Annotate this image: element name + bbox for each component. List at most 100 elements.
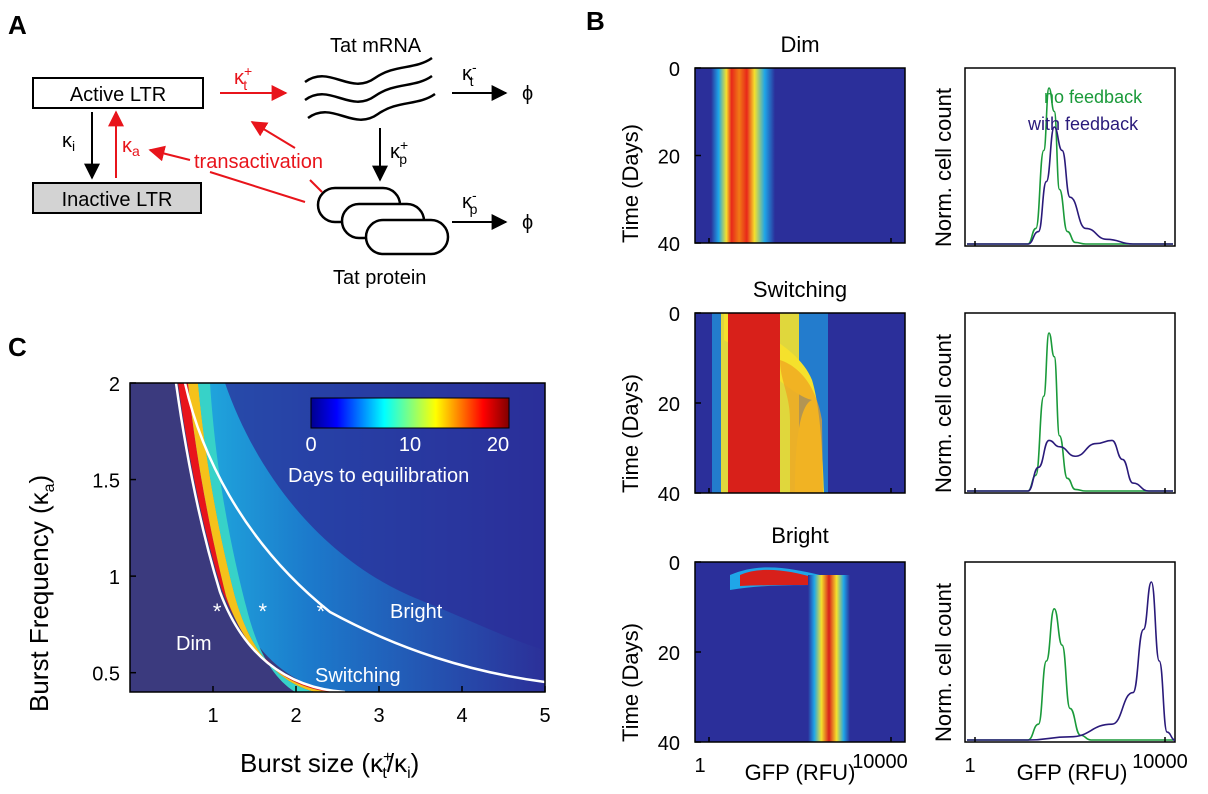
heatmap-y-ticks: 0.5 1 1.5 2: [92, 374, 136, 686]
region-label-dim: Dim: [176, 633, 212, 655]
hist-ylabel-dim: Norm. cell count: [931, 88, 956, 247]
row-title-bright: Bright: [771, 523, 828, 548]
kymo-xtick-high: 10000: [852, 751, 908, 773]
kymograph-dim: [694, 67, 906, 244]
kymo-ylabel: Time (Days): [618, 623, 643, 742]
no-feedback-curve: [966, 608, 1173, 741]
region-label-bright: Bright: [390, 601, 443, 623]
kappa-p-plus-label: κ+ p: [390, 137, 408, 167]
histogram-dim-frame: [964, 67, 1176, 247]
y-tick-label: 2: [109, 374, 120, 396]
kappa-a-label: κa: [122, 135, 140, 159]
row-title-switching: Switching: [753, 277, 847, 302]
transactivation-arrow-up: [250, 121, 296, 149]
dim-boundary-curve: [174, 382, 346, 694]
kymo-y-tick-label: 40: [658, 484, 680, 506]
active-ltr-label: Active LTR: [70, 84, 166, 106]
kappa-p-minus-label: κ-p: [462, 187, 478, 217]
panel-letter-a: A: [8, 10, 27, 40]
asterisk-marker: *: [213, 599, 222, 624]
y-tick-label: 0.5: [92, 664, 120, 686]
hist-ylabel-switching: Norm. cell count: [931, 334, 956, 493]
mrna-icon: [304, 56, 436, 121]
kymo-ylabel: Time (Days): [618, 374, 643, 493]
kymograph-axes: 0 20 40 Time (Days) 0 20 40 Time (Days) 0 20 40 Tim…: [618, 59, 892, 755]
colorbar-tick-20: 20: [487, 434, 509, 456]
legend-no-feedback: no feedback: [1044, 87, 1143, 107]
heatmap-x-ticks: 1 2 3 4 5: [207, 686, 551, 727]
heatmap-warm-band: [188, 383, 330, 692]
histogram-lines: [966, 87, 1176, 742]
hist-xtick-low: 1: [964, 755, 975, 777]
colorbar-tick-0: 0: [305, 434, 316, 456]
heatmap-bright-region: [225, 383, 545, 650]
colorbar: [310, 397, 510, 429]
x-tick-label: 1: [207, 705, 218, 727]
kymo-xlabel: GFP (RFU): [745, 760, 856, 785]
kymo-y-tick-label: 40: [658, 234, 680, 256]
marker-group: * * *: [213, 599, 326, 624]
heatmap-ylabel: Burst Frequency (κa): [24, 475, 58, 712]
colorbar-tick-10: 10: [399, 434, 421, 456]
asterisk-marker: *: [259, 599, 268, 624]
region-label-switching: Switching: [315, 665, 401, 687]
with-feedback-curve: [966, 581, 1176, 741]
bright-boundary-curve: [183, 382, 546, 684]
kymo-y-tick-label: 20: [658, 643, 680, 665]
kappa-t-plus-label: κ+ t: [234, 63, 252, 93]
asterisk-marker: *: [317, 599, 326, 624]
heatmap-hot-band: [178, 383, 340, 692]
x-tick-label: 3: [373, 705, 384, 727]
kymograph-switching: [694, 312, 906, 494]
kymo-y-tick-label: 0: [669, 553, 680, 575]
x-tick-label: 5: [539, 705, 550, 727]
inactive-ltr-box: [32, 182, 202, 214]
transactivation-label: transactivation: [194, 151, 323, 173]
panel-letter-c: C: [8, 332, 27, 362]
y-tick-label: 1: [109, 567, 120, 589]
transactivation-source-line-2: [209, 171, 306, 203]
row-title-dim: Dim: [780, 32, 819, 57]
kymo-y-tick-label: 40: [658, 733, 680, 755]
transactivation-source-line-1: [309, 179, 323, 193]
x-tick-label: 2: [290, 705, 301, 727]
kymo-y-tick-label: 20: [658, 147, 680, 169]
panel-c: C 0 10 20 Days to equilibration * * * Dim …: [8, 332, 551, 782]
panel-a: A Active LTR Inactive LTR κi κa κ+ t Tat …: [8, 10, 533, 289]
panel-letter-b: B: [586, 6, 605, 36]
heatmap-cool-band: [198, 383, 315, 692]
histogram-switching-frame: [964, 312, 1176, 494]
kymo-y-tick-label: 20: [658, 394, 680, 416]
legend-with-feedback: with feedback: [1027, 114, 1139, 134]
active-ltr-box: [32, 77, 204, 109]
kappa-t-minus-label: κ-t: [462, 59, 477, 89]
heatmap-frame: [129, 382, 546, 693]
hist-xlabel: GFP (RFU): [1017, 760, 1128, 785]
with-feedback-curve: [966, 439, 1173, 492]
transactivation-arrow-left: [148, 145, 191, 162]
with-feedback-curve: [967, 126, 1173, 245]
kymo-xtick-low: 1: [694, 755, 705, 777]
kymo-ylabel: Time (Days): [618, 124, 643, 243]
phi-symbol-2: ϕ: [522, 212, 533, 234]
tat-protein-icon: [316, 186, 450, 256]
hist-xtick-high: 10000: [1132, 751, 1188, 773]
no-feedback-curve: [966, 332, 1173, 492]
phi-symbol-1: ϕ: [522, 83, 533, 105]
histogram-bright-frame: [964, 561, 1176, 743]
no-feedback-curve: [967, 87, 1173, 245]
inactive-ltr-label: Inactive LTR: [62, 189, 173, 211]
kymograph-bright: [694, 561, 906, 743]
panel-b: B Dim Switching Bright: [586, 6, 1188, 785]
hist-ylabel-bright: Norm. cell count: [931, 583, 956, 742]
kymo-y-tick-label: 0: [669, 304, 680, 326]
heatmap-xlabel: Burst size (κ+ t/κi): [240, 748, 419, 782]
colorbar-label: Days to equilibration: [288, 465, 469, 487]
y-tick-label: 1.5: [92, 471, 120, 493]
tat-mrna-label: Tat mRNA: [330, 35, 422, 57]
kappa-i-label: κi: [62, 130, 75, 154]
x-tick-label: 4: [456, 705, 467, 727]
kymo-y-tick-label: 0: [669, 59, 680, 81]
tat-protein-label: Tat protein: [333, 267, 426, 289]
